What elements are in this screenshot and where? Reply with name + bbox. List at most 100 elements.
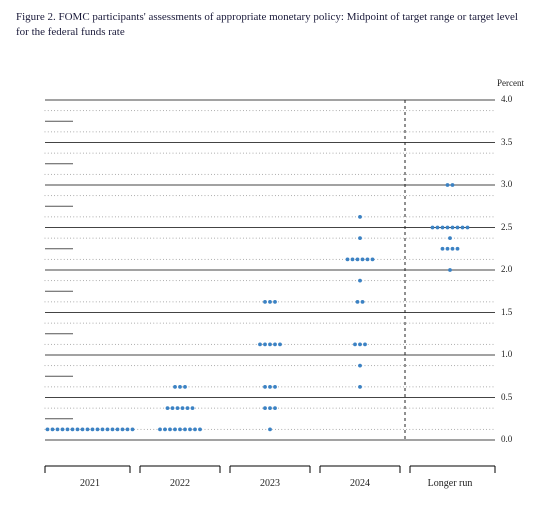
dot [358, 279, 362, 283]
dot [273, 406, 277, 410]
dot [353, 342, 357, 346]
y-tick-label: 3.0 [501, 179, 512, 189]
dot [111, 427, 115, 431]
x-tick-label: 2023 [260, 478, 280, 489]
dot [158, 427, 162, 431]
dot [366, 257, 370, 261]
dot [358, 385, 362, 389]
dot [446, 226, 450, 230]
dot [358, 236, 362, 240]
dot [106, 427, 110, 431]
dot [166, 406, 170, 410]
dot [273, 342, 277, 346]
dot [86, 427, 90, 431]
dot [356, 300, 360, 304]
figure-title-text: FOMC participants' assessments of approp… [16, 11, 518, 38]
y-tick-label: 3.5 [501, 137, 512, 147]
dot [358, 215, 362, 219]
dot [181, 406, 185, 410]
dot [268, 342, 272, 346]
dot [363, 342, 367, 346]
dot [61, 427, 65, 431]
dot [51, 427, 55, 431]
dot [268, 427, 272, 431]
dot [451, 247, 455, 251]
dot [451, 226, 455, 230]
dot [116, 427, 120, 431]
dotplot-svg [0, 0, 536, 514]
x-tick-label: Longer run [428, 478, 473, 489]
y-tick-label: 2.5 [501, 222, 512, 232]
dot [188, 427, 192, 431]
y-axis-unit-label: Percent [497, 78, 524, 88]
dot [258, 342, 262, 346]
dot [278, 342, 282, 346]
dot [186, 406, 190, 410]
dot [263, 406, 267, 410]
dot [66, 427, 70, 431]
dot [198, 427, 202, 431]
dot [173, 427, 177, 431]
dot [263, 300, 267, 304]
dot [351, 257, 355, 261]
dot [46, 427, 50, 431]
dot [121, 427, 125, 431]
dot [193, 427, 197, 431]
dot [451, 183, 455, 187]
dot [126, 427, 130, 431]
figure-2-dotplot: Figure 2. FOMC participants' assessments… [0, 0, 536, 514]
y-tick-label: 1.0 [501, 349, 512, 359]
dot [263, 342, 267, 346]
dot [76, 427, 80, 431]
y-tick-label: 1.5 [501, 307, 512, 317]
dot [176, 406, 180, 410]
y-tick-label: 0.0 [501, 434, 512, 444]
dot [448, 236, 452, 240]
dot [268, 385, 272, 389]
dot [91, 427, 95, 431]
dot [183, 385, 187, 389]
dot [356, 257, 360, 261]
dot [71, 427, 75, 431]
figure-title: Figure 2. FOMC participants' assessments… [16, 10, 520, 40]
x-tick-label: 2021 [80, 478, 100, 489]
dot [358, 364, 362, 368]
dot [171, 406, 175, 410]
x-tick-label: 2024 [350, 478, 370, 489]
y-tick-label: 4.0 [501, 94, 512, 104]
figure-number: Figure 2. [16, 11, 56, 23]
dot [131, 427, 135, 431]
dot [191, 406, 195, 410]
dot [183, 427, 187, 431]
y-tick-label: 2.0 [501, 264, 512, 274]
dot [273, 385, 277, 389]
y-tick-label: 0.5 [501, 392, 512, 402]
dot [448, 268, 452, 272]
dot [441, 247, 445, 251]
dot [361, 300, 365, 304]
dot [446, 183, 450, 187]
dot [268, 406, 272, 410]
dot [96, 427, 100, 431]
dot [446, 247, 450, 251]
x-tick-label: 2022 [170, 478, 190, 489]
dot [431, 226, 435, 230]
dot [456, 247, 460, 251]
dot [168, 427, 172, 431]
dot [163, 427, 167, 431]
dot [346, 257, 350, 261]
dot [461, 226, 465, 230]
dot [178, 427, 182, 431]
dot [273, 300, 277, 304]
dot [81, 427, 85, 431]
dot [466, 226, 470, 230]
dot [371, 257, 375, 261]
dot [456, 226, 460, 230]
dot [268, 300, 272, 304]
dot [56, 427, 60, 431]
dot [263, 385, 267, 389]
dot [358, 342, 362, 346]
dot [178, 385, 182, 389]
dot [173, 385, 177, 389]
dot [441, 226, 445, 230]
